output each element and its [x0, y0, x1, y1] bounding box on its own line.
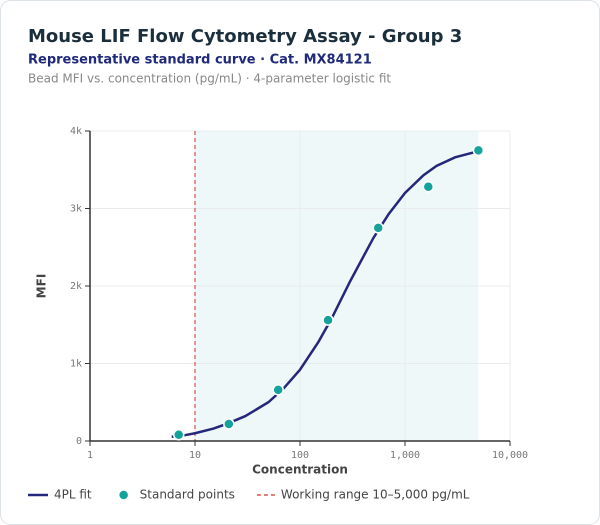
data-point [322, 314, 334, 326]
fit-line [171, 149, 479, 438]
x-tick-label: 10,000 [492, 450, 528, 461]
y-tick-label: 0 [76, 436, 82, 447]
x-tick-label: 10 [189, 450, 201, 461]
data-point [372, 222, 384, 234]
legend-swatch [117, 489, 130, 501]
x-tick-label: 1 [87, 450, 93, 461]
x-tick-label: 1,000 [390, 450, 420, 461]
y-tick-label: 4k [70, 126, 82, 137]
data-point [422, 181, 435, 193]
y-tick-label: 3k [70, 204, 82, 215]
chart-subtitle: Representative standard curve · Cat. MX8… [28, 53, 372, 68]
chart-title: Mouse LIF Flow Cytometry Assay - Group 3 [28, 26, 462, 47]
data-point [172, 429, 185, 441]
chart-caption: Bead MFI vs. concentration (pg/mL) · 4-p… [28, 72, 391, 86]
data-point [272, 384, 284, 396]
y-tick-label: 2k [70, 281, 82, 292]
y-axis-label: MFI [35, 274, 49, 299]
x-tick-label: 100 [291, 450, 309, 461]
data-point [472, 144, 485, 157]
legend-label: Standard points [140, 488, 235, 502]
legend-label: 4PL fit [54, 488, 92, 502]
data-point [223, 418, 235, 430]
x-axis-label: Concentration [252, 463, 348, 477]
legend-label: Working range 10–5,000 pg/mL [281, 488, 470, 502]
y-tick-label: 1k [70, 359, 82, 370]
